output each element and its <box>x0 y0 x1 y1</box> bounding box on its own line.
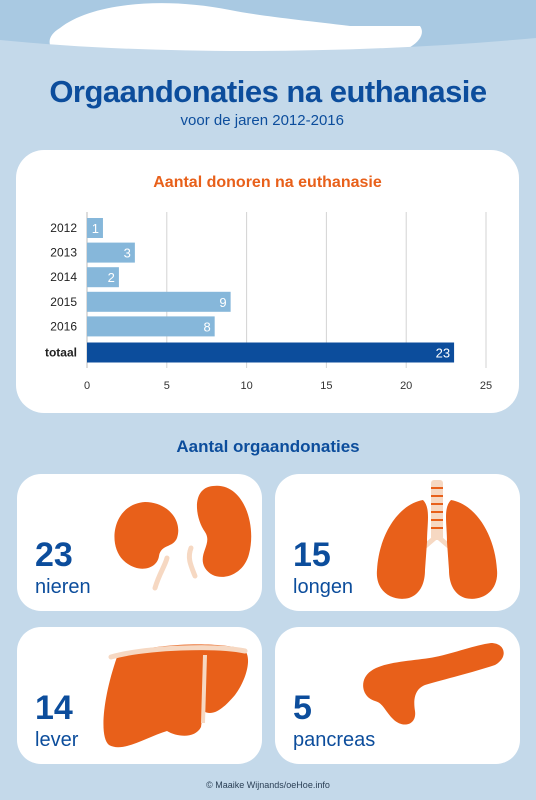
bar <box>87 291 231 312</box>
organ-count: 14 <box>35 689 73 727</box>
category-label: 2016 <box>50 319 77 333</box>
organ-label: pancreas <box>293 729 376 751</box>
x-tick-label: 25 <box>480 380 492 392</box>
chart-panel: Aantal donoren na euthanasie 0 5 10 15 20 25 2… <box>16 150 519 413</box>
organ-label: longen <box>293 576 354 598</box>
x-tick-label: 15 <box>320 380 332 392</box>
organ-card-liver: 14 lever <box>17 627 262 764</box>
organ-card-kidneys: 23 nieren <box>17 474 262 611</box>
bar <box>87 316 215 337</box>
category-label: 2014 <box>50 270 77 284</box>
data-label: 8 <box>203 319 210 334</box>
bar <box>87 342 455 363</box>
x-tick-label: 10 <box>240 380 252 392</box>
organ-count: 5 <box>293 689 312 727</box>
organ-label: lever <box>35 729 79 751</box>
pancreas-icon <box>363 643 504 725</box>
chart-title: Aantal donoren na euthanasie <box>153 174 382 191</box>
data-label: 2 <box>108 270 115 285</box>
header-band <box>0 0 536 80</box>
kidneys-icon <box>114 485 252 591</box>
footer-credit: © Maaike Wijnands/oeHoe.info <box>206 780 330 790</box>
organ-card-pancreas: 5 pancreas <box>275 627 520 764</box>
donations-title: Aantal orgaandonaties <box>176 437 360 456</box>
sleeping-person-illustration <box>0 3 536 80</box>
lungs-icon <box>376 480 498 599</box>
x-tick-label: 20 <box>400 380 412 392</box>
liver-icon <box>103 644 249 748</box>
data-label: 23 <box>436 346 450 361</box>
bar-chart: 0 5 10 15 20 25 2012 1 2013 3 2014 2 2015 9 2016 8 totaa… <box>45 212 492 392</box>
category-label: 2015 <box>50 295 77 309</box>
data-label: 9 <box>219 295 226 310</box>
organ-count: 15 <box>293 536 331 574</box>
category-label: 2013 <box>50 246 77 260</box>
x-tick-label: 0 <box>84 380 90 392</box>
organ-count: 23 <box>35 536 73 574</box>
bar <box>87 218 103 238</box>
bar <box>87 267 119 288</box>
organ-card-lungs: 15 longen <box>275 474 520 611</box>
page-title: Orgaandonaties na euthanasie <box>49 74 487 109</box>
x-tick-label: 5 <box>164 380 170 392</box>
data-label: 3 <box>124 246 131 261</box>
page-subtitle: voor de jaren 2012-2016 <box>180 112 344 129</box>
data-label: 1 <box>92 221 99 236</box>
bar <box>87 242 135 263</box>
organ-label: nieren <box>35 576 91 598</box>
category-label: totaal <box>45 346 77 360</box>
category-label: 2012 <box>50 221 77 235</box>
